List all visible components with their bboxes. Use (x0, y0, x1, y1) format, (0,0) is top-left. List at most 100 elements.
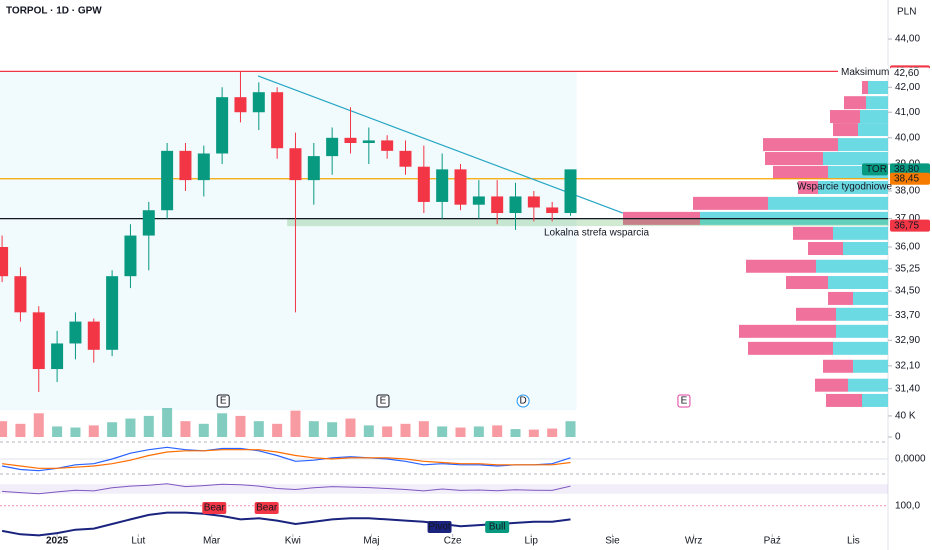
x-tick-label: 2025 (46, 536, 69, 547)
price-tag (890, 219, 930, 232)
support-zone (287, 218, 889, 227)
profile-up (768, 196, 888, 210)
x-tick-label: Wrz (685, 536, 703, 547)
candle-body (436, 169, 449, 202)
event-badge (516, 394, 530, 408)
profile-up (858, 123, 888, 137)
ticker-tag (862, 163, 888, 176)
volume-bar (180, 421, 191, 437)
volume-tick-label: 40 K (895, 411, 916, 422)
y-tick-label: 34,50 (895, 286, 920, 297)
level-label: Maksimum (841, 67, 889, 78)
candle-body (197, 153, 210, 181)
trendline (257, 75, 624, 214)
price-tag-label: 38,80 (894, 164, 919, 175)
volume-bar (125, 418, 136, 437)
profile-down (862, 81, 868, 95)
profile-down (739, 324, 836, 338)
candle-body (289, 148, 302, 181)
rsi-line (2, 483, 571, 495)
price-tag-label: 38,45 (894, 173, 919, 184)
signal-badge (254, 502, 279, 514)
profile-down (828, 291, 853, 305)
profile-down (746, 259, 816, 273)
candle-body (142, 210, 155, 236)
profile-up (843, 242, 888, 256)
volume-bar (217, 413, 228, 437)
y-tick-label: 36,00 (895, 242, 920, 253)
candle-body (14, 276, 27, 313)
profile-up (828, 276, 888, 290)
y-tick-label: 32,90 (895, 335, 920, 346)
volume-bar (327, 422, 338, 437)
profile-up (816, 259, 888, 273)
signal-label: Bear (204, 503, 226, 514)
profile-down (798, 180, 818, 194)
candle-body (216, 97, 229, 154)
candle-body (509, 196, 522, 214)
volume-bar (143, 415, 154, 437)
x-tick-label: Kwi (285, 536, 301, 547)
event-label: D (519, 396, 526, 407)
volume-bar (473, 426, 484, 437)
signal-badge (485, 521, 510, 533)
y-tick-label: 37,00 (895, 213, 920, 224)
volume-bar (272, 423, 283, 437)
profile-up (860, 110, 888, 124)
profile-down (773, 165, 828, 179)
profile-down (693, 196, 768, 210)
volume-bar (418, 421, 429, 437)
candle-body (491, 196, 504, 214)
event-label: E (220, 396, 227, 407)
volume-bar (290, 410, 301, 437)
candle-body (546, 207, 559, 214)
volume-bar (253, 421, 264, 437)
candle-body (564, 169, 577, 214)
profile-up (833, 341, 888, 355)
chart-title: TORPOL · 1D · GPW (6, 6, 102, 17)
osc-tick-label: 100,0 (895, 500, 920, 511)
oscillator-line (1, 511, 571, 537)
volume-bar (510, 429, 521, 437)
profile-down (763, 138, 838, 152)
profile-down (833, 123, 858, 137)
volume-bar (547, 428, 558, 437)
event-label: E (380, 396, 387, 407)
volume-bar (33, 413, 44, 437)
range-shade (0, 71, 577, 410)
profile-down (793, 226, 833, 240)
currency: PLN (897, 7, 916, 18)
candle-body (234, 97, 247, 113)
profile-down (815, 378, 848, 392)
profile-up (862, 393, 888, 407)
volume-bar (400, 423, 411, 437)
volume-bar (345, 418, 356, 437)
profile-down (844, 96, 866, 110)
profile-down (826, 393, 862, 407)
volume-bar (15, 423, 26, 437)
volume-bar (0, 421, 8, 437)
volume-bar (52, 426, 63, 437)
volume-bar (455, 427, 466, 437)
x-tick-label: Mar (203, 536, 221, 547)
level-label: Wsparcie tygodniowe (797, 181, 892, 192)
volume-bar (382, 426, 393, 437)
candle-body (472, 196, 485, 205)
y-tick-label: 35,25 (895, 263, 920, 274)
profile-down (823, 359, 853, 373)
candle-body (252, 92, 265, 113)
price-tag (890, 67, 930, 80)
candle-body (0, 246, 9, 277)
signal-label: Bear (256, 503, 278, 514)
signal-label: Bull (489, 522, 506, 533)
candle-body (179, 150, 192, 181)
profile-up (838, 138, 888, 152)
profile-up (836, 307, 888, 321)
profile-down (808, 242, 843, 256)
volume-tick-label: 0 (895, 432, 901, 443)
volume-bar (235, 415, 246, 437)
signal-badge (427, 521, 452, 533)
candle-body (69, 321, 82, 344)
